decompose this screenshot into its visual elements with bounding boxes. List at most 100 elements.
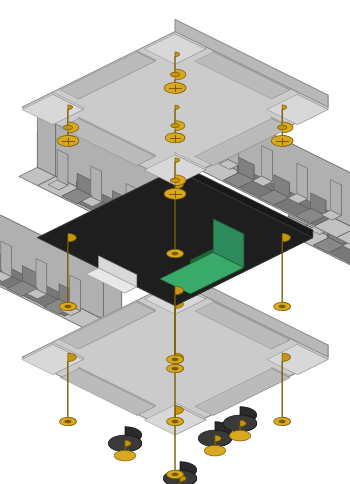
Polygon shape	[198, 430, 232, 447]
Polygon shape	[170, 72, 180, 77]
Polygon shape	[22, 31, 328, 183]
Polygon shape	[98, 256, 137, 287]
Polygon shape	[112, 191, 127, 213]
Polygon shape	[175, 300, 183, 373]
Polygon shape	[199, 98, 217, 161]
Polygon shape	[70, 275, 80, 311]
Polygon shape	[329, 222, 344, 245]
Polygon shape	[149, 209, 164, 232]
Polygon shape	[117, 214, 137, 224]
Polygon shape	[61, 306, 80, 316]
Polygon shape	[259, 190, 289, 205]
Polygon shape	[60, 417, 76, 425]
Polygon shape	[57, 150, 68, 185]
Polygon shape	[145, 34, 205, 64]
Polygon shape	[199, 107, 217, 169]
Polygon shape	[262, 146, 272, 182]
Polygon shape	[76, 182, 168, 234]
Polygon shape	[167, 364, 183, 373]
Polygon shape	[289, 226, 350, 302]
Polygon shape	[77, 181, 92, 204]
Polygon shape	[213, 219, 244, 268]
Polygon shape	[274, 182, 289, 205]
Polygon shape	[274, 302, 290, 311]
Polygon shape	[52, 107, 83, 125]
Polygon shape	[175, 244, 212, 263]
Polygon shape	[329, 230, 344, 253]
Polygon shape	[19, 167, 56, 185]
Polygon shape	[0, 256, 2, 279]
Polygon shape	[82, 197, 102, 207]
Polygon shape	[240, 407, 257, 432]
Polygon shape	[97, 206, 127, 221]
Polygon shape	[175, 95, 328, 183]
Polygon shape	[309, 225, 329, 234]
Polygon shape	[91, 166, 101, 202]
Polygon shape	[175, 230, 313, 306]
Polygon shape	[311, 193, 326, 216]
Polygon shape	[48, 180, 68, 190]
Polygon shape	[271, 367, 290, 378]
Polygon shape	[1, 241, 12, 277]
Polygon shape	[234, 433, 246, 439]
Polygon shape	[321, 210, 341, 220]
Polygon shape	[180, 475, 186, 484]
Polygon shape	[125, 427, 142, 452]
Polygon shape	[327, 231, 350, 284]
Polygon shape	[213, 126, 290, 166]
Polygon shape	[195, 119, 290, 166]
Polygon shape	[22, 345, 83, 375]
Polygon shape	[114, 451, 136, 461]
Polygon shape	[160, 200, 170, 236]
Polygon shape	[44, 299, 74, 314]
Polygon shape	[68, 105, 72, 130]
Polygon shape	[175, 175, 186, 199]
Polygon shape	[175, 121, 185, 143]
Polygon shape	[311, 200, 326, 223]
Polygon shape	[0, 264, 78, 316]
Polygon shape	[337, 175, 350, 238]
Polygon shape	[79, 60, 155, 99]
Polygon shape	[37, 177, 193, 254]
Polygon shape	[65, 420, 71, 423]
Polygon shape	[171, 123, 179, 128]
Polygon shape	[298, 357, 328, 375]
Polygon shape	[288, 194, 308, 203]
Polygon shape	[175, 403, 205, 420]
Polygon shape	[195, 302, 290, 349]
Polygon shape	[22, 282, 328, 433]
Polygon shape	[137, 405, 155, 415]
Polygon shape	[175, 52, 180, 77]
Polygon shape	[282, 122, 293, 146]
Polygon shape	[0, 252, 103, 329]
Polygon shape	[164, 188, 186, 199]
Polygon shape	[230, 134, 239, 169]
Polygon shape	[92, 171, 102, 207]
Polygon shape	[125, 440, 131, 459]
Polygon shape	[219, 160, 239, 169]
Polygon shape	[193, 191, 212, 254]
Polygon shape	[298, 342, 328, 360]
Polygon shape	[175, 297, 205, 314]
Polygon shape	[154, 227, 168, 241]
Polygon shape	[298, 107, 328, 125]
Polygon shape	[0, 256, 78, 309]
Polygon shape	[108, 435, 142, 452]
Polygon shape	[175, 152, 205, 170]
Polygon shape	[240, 421, 246, 439]
Polygon shape	[213, 376, 290, 415]
Polygon shape	[37, 264, 47, 299]
Polygon shape	[85, 266, 103, 329]
Polygon shape	[77, 173, 92, 196]
Polygon shape	[68, 122, 79, 146]
Polygon shape	[60, 302, 76, 311]
Polygon shape	[175, 418, 205, 435]
Polygon shape	[60, 302, 155, 349]
Polygon shape	[223, 415, 257, 432]
Polygon shape	[62, 189, 92, 204]
Polygon shape	[172, 367, 178, 370]
Polygon shape	[172, 473, 178, 476]
Polygon shape	[37, 114, 56, 177]
Polygon shape	[63, 125, 72, 130]
Polygon shape	[295, 208, 326, 223]
